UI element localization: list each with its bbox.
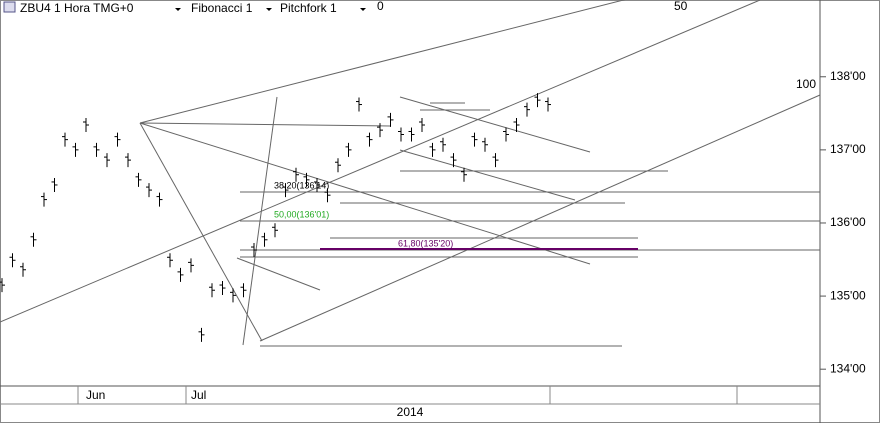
price-bar (30, 232, 37, 247)
fib-label: 50,00(136'01) (274, 209, 329, 219)
tool-label[interactable]: Pitchfork 1 (280, 1, 337, 15)
fib-marker: 100 (796, 77, 816, 91)
tool-label[interactable]: Fibonacci 1 (191, 1, 253, 15)
price-bar (408, 127, 415, 142)
price-bar (209, 283, 215, 298)
fib-label: 38,20(136'14) (274, 180, 329, 190)
price-bar (429, 142, 436, 157)
y-tick-label: 134'00 (830, 361, 866, 375)
x-tick-label: Jun (86, 388, 105, 402)
price-bar (450, 153, 457, 168)
symbol-label[interactable]: ZBU4 1 Hora TMG+0 (20, 1, 134, 15)
price-bar (240, 283, 247, 298)
dropdown-arrow[interactable] (360, 8, 366, 11)
price-bar (534, 93, 541, 108)
price-bar (440, 137, 446, 152)
x-tick-label: Jul (191, 388, 206, 402)
price-bar (51, 177, 58, 192)
price-bar (177, 267, 184, 282)
price-bar (104, 153, 110, 168)
price-bar (503, 127, 509, 142)
dropdown-arrow[interactable] (266, 8, 272, 11)
price-bar (471, 132, 478, 147)
year-label: 2014 (397, 405, 424, 419)
fib-marker: 0 (377, 0, 384, 13)
price-bar (114, 132, 121, 147)
price-bar (135, 172, 142, 187)
price-bar (482, 137, 488, 152)
x-separators (77, 386, 738, 404)
price-bar (219, 281, 226, 296)
price-bar (62, 132, 68, 147)
price-bar (461, 167, 467, 182)
price-bar (83, 118, 89, 133)
y-tick-label: 136'00 (830, 215, 866, 229)
price-bar (356, 97, 362, 112)
price-bar (513, 118, 520, 133)
fib-label: 61,80(135'20) (398, 238, 453, 248)
price-bar (524, 102, 530, 117)
price-bar (188, 258, 194, 273)
price-bar (198, 327, 205, 342)
price-bar (146, 183, 152, 198)
price-bar (261, 232, 268, 247)
price-bar (335, 158, 341, 173)
price-bar (387, 112, 394, 127)
price-bar (345, 142, 352, 157)
dropdown-arrow[interactable] (175, 8, 181, 11)
price-bar (20, 262, 26, 277)
price-bar (272, 223, 278, 238)
price-bar (41, 192, 47, 207)
drawings (0, 0, 821, 347)
price-bar (324, 188, 331, 203)
y-tick-label: 135'00 (830, 288, 866, 302)
price-bar (72, 142, 79, 157)
price-bar (293, 167, 299, 182)
price-bar (93, 142, 100, 157)
price-bar (366, 132, 373, 147)
price-bar (282, 183, 289, 198)
symbol-icon (3, 1, 16, 13)
y-tick-label: 137'00 (830, 142, 866, 156)
price-bar (303, 172, 310, 187)
price-bar (251, 243, 257, 258)
y-tick-label: 138'00 (830, 69, 866, 83)
price-bar (398, 127, 404, 142)
price-bar (167, 253, 173, 268)
price-bar (419, 118, 425, 133)
fib-marker: 50 (674, 0, 688, 13)
price-bar (9, 253, 16, 268)
price-bar (492, 153, 499, 168)
price-bar (314, 177, 320, 192)
price-bar (156, 192, 163, 207)
price-bar (377, 123, 383, 138)
price-bar (125, 153, 131, 168)
price-bar (0, 278, 5, 293)
price-bar (230, 288, 236, 303)
price-bar (545, 97, 551, 112)
